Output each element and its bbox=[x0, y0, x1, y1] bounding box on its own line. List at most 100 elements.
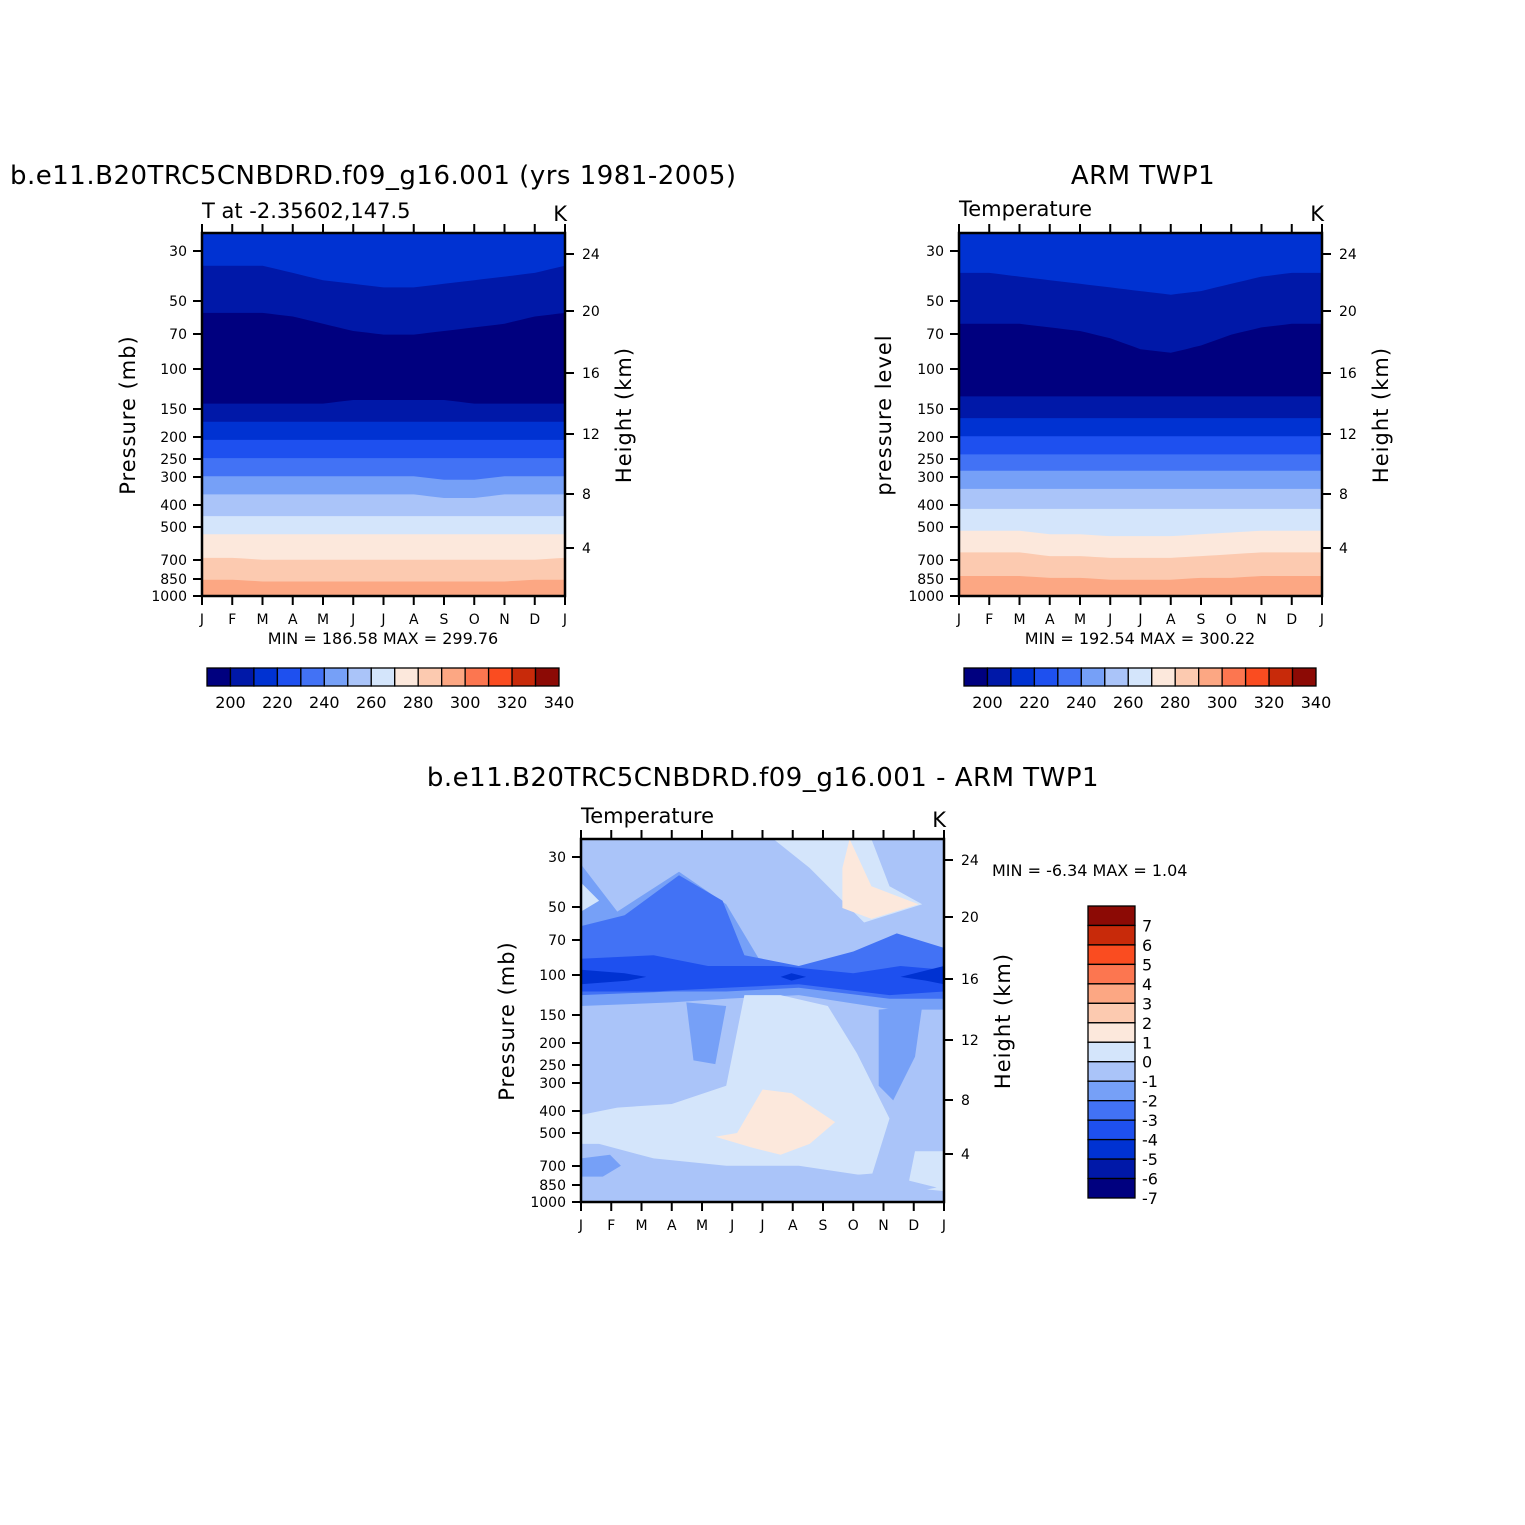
y-tick-label: 50 bbox=[548, 900, 566, 916]
x-tick-label: F bbox=[985, 612, 993, 628]
y-tick-label-right: 16 bbox=[582, 366, 600, 382]
climatology-panel-1 bbox=[202, 233, 565, 596]
colorbar-box bbox=[1221, 667, 1247, 687]
panel-subtitle: Temperature bbox=[958, 197, 1092, 221]
colorbar-box bbox=[986, 667, 1012, 687]
y-tick-label-right: 4 bbox=[1339, 541, 1348, 557]
colorbar-label: 300 bbox=[1207, 693, 1238, 712]
y-tick-label: 500 bbox=[160, 520, 187, 536]
y-tick-label: 250 bbox=[917, 452, 944, 468]
y-axis-label-right: Height (km) bbox=[1369, 347, 1393, 483]
x-tick-label: O bbox=[848, 1218, 859, 1234]
panel-title: ARM TWP1 bbox=[1071, 161, 1215, 191]
x-tick-label: M bbox=[317, 612, 329, 628]
colorbar-box bbox=[1127, 667, 1153, 687]
x-tick-label: J bbox=[578, 1218, 583, 1234]
colorbar-label: 220 bbox=[262, 693, 293, 712]
x-tick-label: M bbox=[1074, 612, 1086, 628]
x-tick-label: M bbox=[1013, 612, 1025, 628]
colorbar-2: 200 220 240 260 280 300 320 340 bbox=[963, 667, 1332, 712]
x-tick-label: S bbox=[440, 612, 449, 628]
colorbar-box bbox=[441, 667, 466, 687]
x-tick-label: M bbox=[635, 1218, 647, 1234]
colorbar-box bbox=[1087, 1022, 1136, 1043]
colorbar-box bbox=[1087, 924, 1136, 946]
min-max-stats: MIN = -6.34 MAX = 1.04 bbox=[992, 861, 1187, 880]
colorbar-box bbox=[417, 667, 443, 687]
y-tick-label-right: 20 bbox=[582, 304, 600, 320]
colorbar-label: 240 bbox=[309, 693, 340, 712]
colorbar-box bbox=[963, 667, 989, 687]
colorbar-box bbox=[1087, 1177, 1136, 1199]
y-tick-label: 1000 bbox=[151, 589, 187, 605]
colorbar-box bbox=[534, 667, 560, 687]
panel-title: b.e11.B20TRC5CNBDRD.f09_g16.001 - ARM TW… bbox=[427, 763, 1099, 793]
colorbar-box bbox=[1087, 1080, 1136, 1102]
y-tick-label: 850 bbox=[917, 572, 944, 588]
x-tick-label: A bbox=[667, 1218, 677, 1234]
y-tick-label: 50 bbox=[926, 294, 944, 310]
panel-subtitle: T at -2.35602,147.5 bbox=[201, 199, 411, 223]
y-tick-label-right: 16 bbox=[961, 972, 979, 988]
x-tick-label: A bbox=[788, 1218, 798, 1234]
x-tick-label: S bbox=[819, 1218, 828, 1234]
y-tick-label: 400 bbox=[160, 498, 187, 514]
y-tick-label: 150 bbox=[539, 1008, 566, 1024]
x-tick-label: J bbox=[729, 1218, 734, 1234]
y-tick-label: 1000 bbox=[908, 589, 944, 605]
min-max-stats: MIN = 186.58 MAX = 299.76 bbox=[268, 629, 498, 648]
x-tick-label: J bbox=[956, 612, 961, 628]
colorbar-box bbox=[1198, 667, 1223, 687]
colorbar-label: 340 bbox=[1301, 693, 1332, 712]
y-tick-label: 500 bbox=[539, 1126, 566, 1142]
y-tick-label: 70 bbox=[548, 933, 566, 949]
x-tick-label: J bbox=[941, 1218, 946, 1234]
y-tick-label: 70 bbox=[926, 327, 944, 343]
y-tick-label: 700 bbox=[539, 1159, 566, 1175]
y-axis-label: Pressure (mb) bbox=[116, 335, 140, 495]
x-tick-label: F bbox=[607, 1218, 615, 1234]
x-tick-label: D bbox=[1286, 612, 1297, 628]
y-tick-label-right: 8 bbox=[961, 1093, 970, 1109]
colorbar-box bbox=[300, 667, 325, 687]
y-tick-label: 500 bbox=[917, 520, 944, 536]
x-tick-label: N bbox=[1256, 612, 1266, 628]
y-tick-label: 250 bbox=[160, 452, 187, 468]
colorbar-label: 220 bbox=[1019, 693, 1050, 712]
x-tick-label: A bbox=[288, 612, 298, 628]
contour-band bbox=[900, 966, 944, 985]
min-max-stats: MIN = 192.54 MAX = 300.22 bbox=[1025, 629, 1255, 648]
y-tick-label: 30 bbox=[169, 244, 187, 260]
colorbar-label: 280 bbox=[1160, 693, 1191, 712]
colorbar-box bbox=[1087, 905, 1136, 927]
x-tick-label: J bbox=[1319, 612, 1324, 628]
y-tick-label: 1000 bbox=[530, 1195, 566, 1211]
x-tick-label: A bbox=[1166, 612, 1176, 628]
y-tick-label: 50 bbox=[169, 294, 187, 310]
colorbar-box bbox=[1291, 667, 1317, 687]
colorbar-label: -1 bbox=[1142, 1072, 1158, 1091]
x-tick-label: O bbox=[469, 612, 480, 628]
y-tick-label: 100 bbox=[917, 362, 944, 378]
contour-band bbox=[780, 973, 807, 981]
contour-band bbox=[835, 1173, 937, 1202]
contour-band bbox=[581, 969, 647, 985]
axes-panel-2: J F M A M J J A S O N D J 30 50 70 100 150 200 250 300 400 500… bbox=[872, 161, 1393, 648]
contour-band bbox=[842, 839, 919, 919]
colorbar-label: 340 bbox=[544, 693, 575, 712]
colorbar-label: 280 bbox=[403, 693, 434, 712]
y-tick-label: 300 bbox=[917, 470, 944, 486]
y-tick-label: 100 bbox=[539, 968, 566, 984]
colorbar-box bbox=[1087, 1002, 1136, 1024]
colorbar-box bbox=[487, 667, 513, 687]
colorbar-box bbox=[1268, 667, 1294, 687]
y-tick-label: 100 bbox=[160, 362, 187, 378]
y-tick-label: 250 bbox=[539, 1058, 566, 1074]
x-tick-label: J bbox=[1107, 612, 1112, 628]
y-tick-label: 300 bbox=[539, 1076, 566, 1092]
y-tick-label: 850 bbox=[539, 1178, 566, 1194]
y-tick-label: 150 bbox=[160, 402, 187, 418]
colorbar-box bbox=[1087, 983, 1136, 1004]
colorbar-box bbox=[1087, 1158, 1136, 1180]
